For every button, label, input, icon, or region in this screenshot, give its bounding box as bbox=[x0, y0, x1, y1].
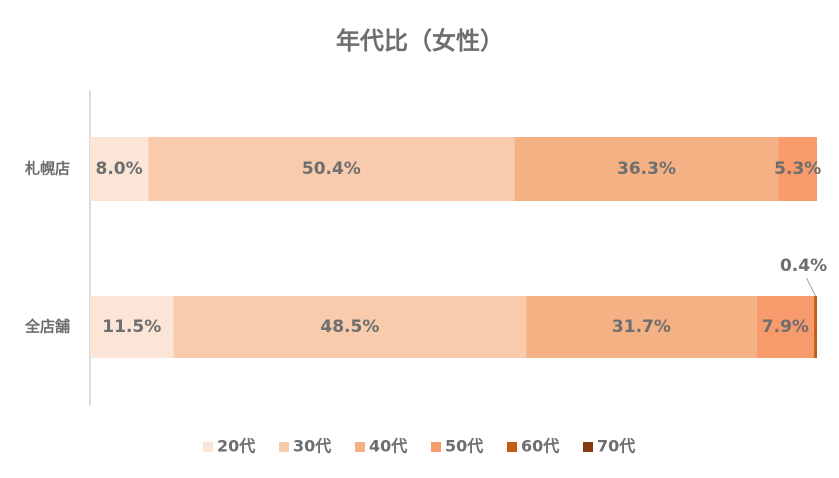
bar-segment bbox=[756, 296, 815, 358]
legend-label: 30代 bbox=[293, 437, 331, 456]
legend-label: 40代 bbox=[369, 437, 407, 456]
data-label: 31.7% bbox=[612, 317, 671, 337]
legend-label: 20代 bbox=[217, 437, 255, 456]
bar-segment bbox=[526, 296, 757, 358]
data-label: 8.0% bbox=[96, 159, 143, 179]
data-label: 7.9% bbox=[762, 317, 809, 337]
legend-swatch bbox=[507, 442, 517, 452]
leader-line bbox=[806, 277, 816, 297]
data-label: 11.5% bbox=[102, 317, 161, 337]
data-label: 0.4% bbox=[780, 256, 827, 276]
legend-swatch bbox=[203, 442, 213, 452]
bar-segment bbox=[90, 137, 149, 201]
category-label: 札幌店 bbox=[24, 160, 70, 178]
legend-label: 50代 bbox=[445, 437, 483, 456]
chart-title: 年代比（女性） bbox=[336, 27, 504, 55]
legend-swatch bbox=[583, 442, 593, 452]
legend-swatch bbox=[431, 442, 441, 452]
bar-segment bbox=[814, 296, 817, 358]
bar-segment bbox=[778, 137, 817, 201]
data-label: 48.5% bbox=[320, 317, 379, 337]
data-label: 36.3% bbox=[617, 159, 676, 179]
bar-segment bbox=[148, 137, 515, 201]
data-label: 50.4% bbox=[302, 159, 361, 179]
bar-segment bbox=[90, 296, 174, 358]
bar-segment bbox=[514, 137, 779, 201]
legend-swatch bbox=[355, 442, 365, 452]
category-label: 全店舗 bbox=[24, 318, 70, 336]
legend-swatch bbox=[279, 442, 289, 452]
bar-segment bbox=[173, 296, 527, 358]
data-label: 5.3% bbox=[774, 159, 821, 179]
legend-label: 70代 bbox=[597, 437, 635, 456]
legend-label: 60代 bbox=[521, 437, 559, 456]
